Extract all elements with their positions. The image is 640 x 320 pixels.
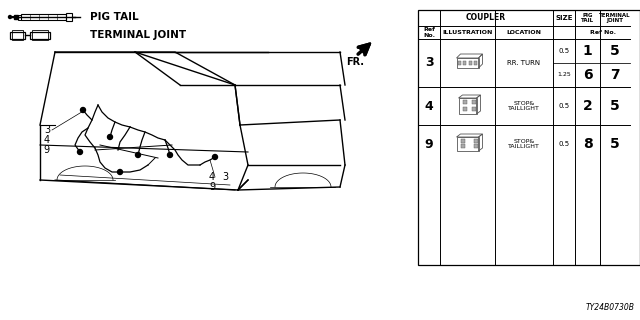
Bar — [461, 139, 465, 143]
Text: 6: 6 — [582, 68, 592, 82]
Text: 0.5: 0.5 — [559, 141, 570, 147]
Bar — [12, 29, 23, 40]
Bar — [18, 14, 21, 20]
Text: RR. TURN: RR. TURN — [508, 60, 541, 66]
Bar — [463, 61, 467, 65]
Bar — [32, 29, 48, 40]
Circle shape — [212, 155, 218, 159]
Text: 5: 5 — [610, 137, 620, 151]
Text: 3: 3 — [44, 125, 50, 135]
Bar — [463, 107, 467, 111]
Bar — [30, 31, 50, 38]
Bar — [456, 58, 479, 68]
Bar — [21, 14, 66, 20]
Text: 8: 8 — [582, 137, 593, 151]
Text: SIZE: SIZE — [556, 15, 573, 21]
Bar — [458, 61, 461, 65]
Text: LOCATION: LOCATION — [506, 30, 541, 35]
Text: Ref No.: Ref No. — [589, 30, 616, 35]
Bar — [472, 107, 476, 111]
Text: 5: 5 — [610, 99, 620, 113]
Text: TY24B0730B: TY24B0730B — [586, 303, 635, 312]
Bar — [468, 61, 472, 65]
Bar — [10, 31, 25, 38]
Text: COUPLER: COUPLER — [465, 13, 506, 22]
Text: 1: 1 — [582, 44, 593, 58]
Text: 4: 4 — [44, 135, 50, 145]
Text: PIG TAIL: PIG TAIL — [90, 12, 139, 22]
Text: STOP&
TAILLIGHT: STOP& TAILLIGHT — [508, 139, 540, 149]
Text: PIG
TAIL: PIG TAIL — [581, 13, 594, 23]
Bar — [456, 137, 479, 151]
Text: 4: 4 — [424, 100, 433, 113]
Text: STOP&
TAILLIGHT: STOP& TAILLIGHT — [508, 100, 540, 111]
Circle shape — [136, 153, 141, 157]
Text: 4: 4 — [209, 172, 215, 182]
Text: 3: 3 — [222, 172, 228, 182]
Text: 7: 7 — [610, 68, 620, 82]
Bar — [461, 144, 465, 148]
Text: ILLUSTRATION: ILLUSTRATION — [442, 30, 493, 35]
Circle shape — [108, 134, 113, 140]
Bar — [66, 13, 72, 21]
Bar — [14, 15, 18, 19]
Text: 9: 9 — [209, 182, 215, 192]
Bar — [474, 139, 477, 143]
Bar — [418, 10, 640, 265]
Text: 0.5: 0.5 — [559, 48, 570, 54]
Text: 9: 9 — [44, 145, 50, 155]
Text: FR.: FR. — [346, 57, 364, 67]
Bar — [472, 100, 476, 104]
Text: TERMINAL
JOINT: TERMINAL JOINT — [599, 13, 631, 23]
Circle shape — [118, 170, 122, 174]
Circle shape — [8, 15, 12, 19]
Text: 1.25: 1.25 — [557, 73, 571, 77]
Text: 2: 2 — [582, 99, 593, 113]
Text: 3: 3 — [425, 57, 433, 69]
Text: 0.5: 0.5 — [559, 103, 570, 109]
Bar — [474, 61, 477, 65]
Circle shape — [77, 149, 83, 155]
Text: 5: 5 — [610, 44, 620, 58]
Text: Ref
No.: Ref No. — [423, 27, 435, 38]
Circle shape — [81, 108, 86, 113]
Text: TERMINAL JOINT: TERMINAL JOINT — [90, 30, 186, 40]
Circle shape — [168, 153, 173, 157]
Text: 9: 9 — [425, 138, 433, 150]
Bar — [474, 144, 477, 148]
Bar — [458, 98, 477, 114]
Bar — [463, 100, 467, 104]
